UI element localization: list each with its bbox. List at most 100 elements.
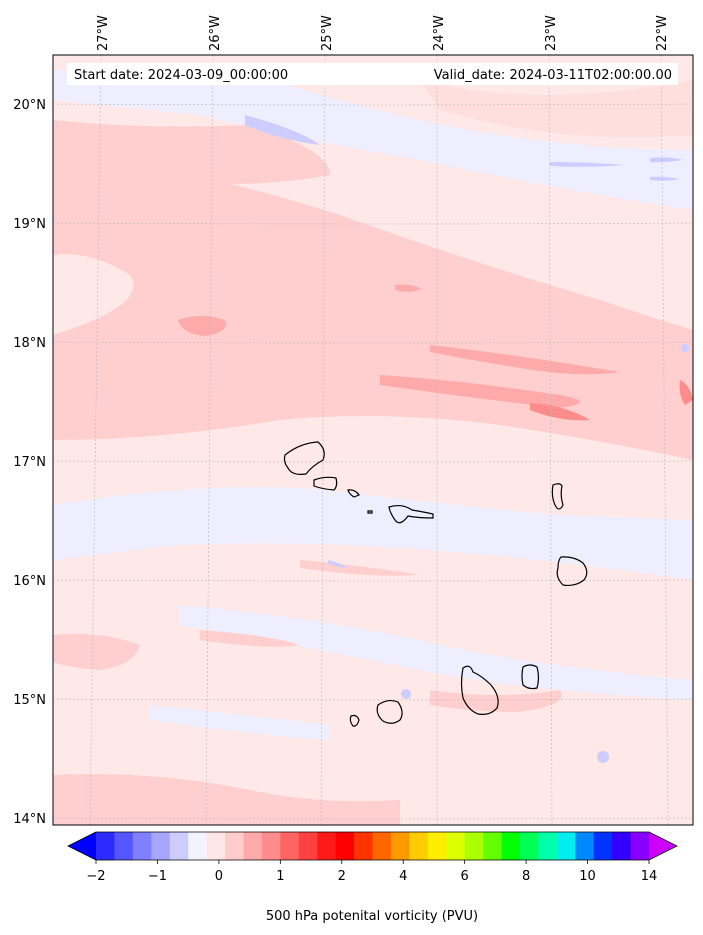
- longitude-labels: 27°W 26°W 25°W 24°W 23°W 22°W: [96, 15, 670, 51]
- colorbar-tick-label: 2: [338, 869, 346, 884]
- potential-vorticity-field: [53, 55, 693, 825]
- field-peak-1: [178, 316, 226, 336]
- colorbar-extend-max: [649, 832, 677, 860]
- field-min-3: [650, 157, 683, 163]
- colorbar-cell: [427, 832, 447, 860]
- island-maio: [521, 664, 540, 690]
- island-fogo: [376, 699, 403, 724]
- colorbar-tick-label: 6: [461, 869, 469, 884]
- field-min-1: [245, 115, 320, 145]
- colorbar-title: 500 hPa potenital vorticity (PVU): [266, 909, 478, 924]
- colorbar-cell: [372, 832, 392, 860]
- island-sao-nicolau: [388, 504, 434, 524]
- field-peak-2: [380, 375, 580, 408]
- lat-label: 14°N: [13, 812, 46, 827]
- colorbar-cell: [519, 832, 539, 860]
- colorbar-cell: [501, 832, 521, 860]
- colorbar-cell: [169, 832, 189, 860]
- colorbar-cell: [317, 832, 337, 860]
- field-high-band-north: [53, 120, 330, 184]
- field-peak-4: [530, 403, 590, 421]
- field-low-band-central: [53, 487, 693, 580]
- field-peak-3: [430, 345, 620, 375]
- colorbar-cell: [132, 832, 152, 860]
- colorbar-tick-label: 10: [579, 869, 596, 884]
- colorbar-cell: [446, 832, 466, 860]
- colorbar-ticks: −2 −1 0 1 2 4 6 8 10 14: [86, 860, 657, 884]
- colorbar-tick-label: 14: [641, 869, 658, 884]
- colorbar-cell: [630, 832, 650, 860]
- colorbar-cell: [409, 832, 429, 860]
- field-peak-6: [679, 380, 693, 405]
- field-min-5: [401, 689, 411, 699]
- field-low-band-far-south: [150, 705, 330, 740]
- graticule: [53, 55, 693, 825]
- field-high-band-main: [53, 150, 693, 460]
- header-box: [67, 63, 678, 85]
- field-high-band-far-south: [53, 774, 400, 825]
- lon-label: 24°W: [432, 15, 447, 51]
- colorbar-cells: [96, 832, 650, 860]
- field-peak-5: [395, 284, 422, 292]
- lat-label: 20°N: [13, 98, 46, 113]
- field-high-band-northeast: [420, 80, 693, 138]
- colorbar-cell: [593, 832, 613, 860]
- field-high-streak-1: [200, 630, 300, 647]
- colorbar-cell: [335, 832, 355, 860]
- island-branco: [367, 510, 373, 514]
- colorbar-cell: [354, 832, 373, 860]
- colorbar-cell: [261, 832, 281, 860]
- island-brava: [349, 714, 360, 727]
- field-low-band-south: [180, 605, 693, 700]
- field-min-7: [681, 344, 689, 352]
- colorbar-cell: [151, 832, 171, 860]
- colorbar-tick-label: 0: [215, 869, 223, 884]
- lat-label: 18°N: [13, 336, 46, 351]
- colorbar-cell: [280, 832, 300, 860]
- lon-label: 26°W: [208, 15, 223, 51]
- colorbar-cell: [114, 832, 134, 860]
- lon-label: 22°W: [655, 15, 670, 51]
- lat-label: 17°N: [13, 455, 46, 470]
- colorbar-cell: [298, 832, 318, 860]
- island-santa-luzia: [347, 489, 360, 498]
- lon-label: 27°W: [96, 15, 111, 51]
- island-boa-vista: [556, 556, 588, 587]
- lat-label: 15°N: [13, 693, 46, 708]
- latitude-labels: 20°N 19°N 18°N 17°N 16°N 15°N 14°N: [13, 98, 46, 827]
- colorbar-tick-label: −2: [86, 869, 105, 884]
- colorbar-tick-label: −1: [148, 869, 167, 884]
- colorbar-cell: [206, 832, 226, 860]
- colorbar-extend-min: [68, 832, 96, 860]
- coastlines: [283, 441, 588, 727]
- field-min-6: [597, 751, 609, 763]
- colorbar-cell: [483, 832, 503, 860]
- colorbar-tick-label: 1: [276, 869, 284, 884]
- map-frame: [52, 54, 694, 826]
- island-santo-antao: [283, 441, 325, 475]
- field-min-2: [550, 162, 625, 167]
- colorbar-cell: [188, 832, 208, 860]
- lon-label: 23°W: [544, 15, 559, 51]
- colorbar-cell: [575, 832, 595, 860]
- colorbar-tick-label: 4: [399, 869, 407, 884]
- colorbar-tick-label: 8: [522, 869, 530, 884]
- colorbar-cell: [612, 832, 632, 860]
- start-date-text: Start date: 2024-03-09_00:00:00: [74, 68, 288, 83]
- colorbar-cell: [225, 832, 244, 860]
- field-high-band-west: [53, 633, 140, 670]
- colorbar-cell: [556, 832, 576, 860]
- colorbar-cell: [464, 832, 484, 860]
- lon-label: 25°W: [320, 15, 335, 51]
- lat-label: 19°N: [13, 217, 46, 232]
- colorbar: −2 −1 0 1 2 4 6 8 10 14 500 hPa potenital vortici…: [67, 831, 678, 924]
- colorbar-cell: [538, 832, 558, 860]
- colorbar-cell: [390, 832, 410, 860]
- colorbar-cell: [243, 832, 263, 860]
- lat-label: 16°N: [13, 574, 46, 589]
- field-min-8: [328, 560, 348, 568]
- colorbar-cell: [96, 832, 115, 860]
- field-min-4: [650, 176, 680, 181]
- island-sal: [551, 483, 564, 510]
